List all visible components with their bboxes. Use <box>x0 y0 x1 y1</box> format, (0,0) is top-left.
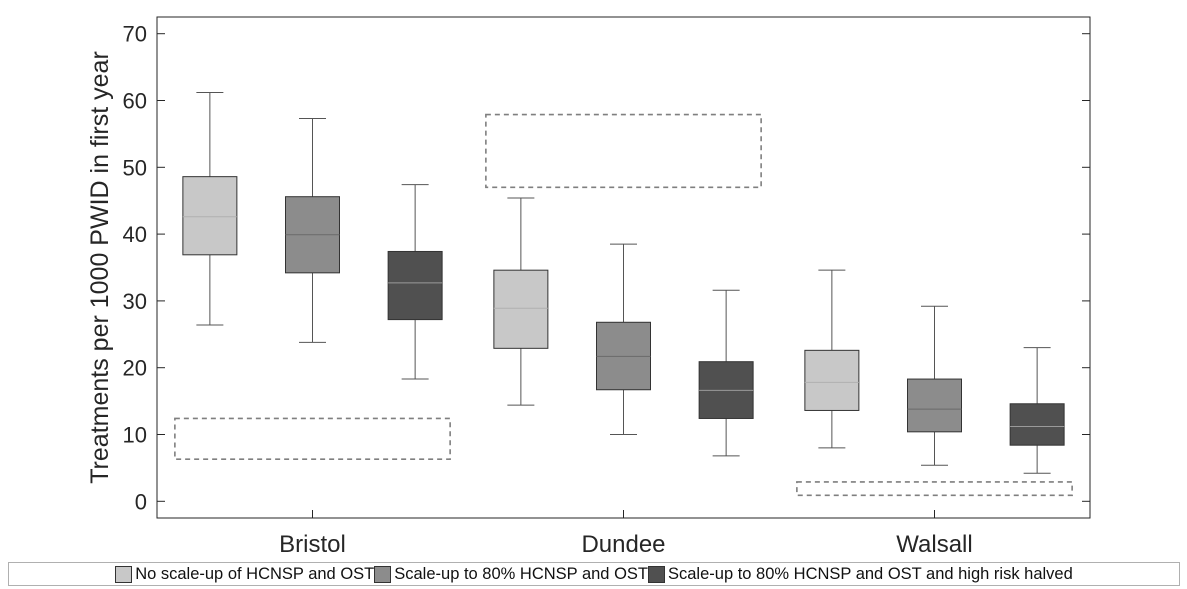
annotation-range-box <box>796 481 1073 497</box>
legend-label: Scale-up to 80% HCNSP and OST <box>394 564 648 583</box>
box-iqr <box>907 378 962 433</box>
legend: No scale-up of HCNSP and OST Scale-up to … <box>8 562 1180 586</box>
x-axis: Bristol Dundee Walsall <box>279 510 973 558</box>
y-tick-label: 0 <box>135 489 147 514</box>
box-1 <box>804 269 860 449</box>
y-tick-label: 60 <box>123 89 147 114</box>
box-3 <box>698 289 754 457</box>
y-tick-label: 40 <box>123 222 147 247</box>
annotation-range-box <box>174 417 451 461</box>
x-tick-label: Bristol <box>279 531 346 558</box>
legend-item: No scale-up of HCNSP and OST <box>115 565 374 584</box>
box-iqr <box>1009 403 1065 446</box>
box-1 <box>493 197 549 406</box>
box-series <box>182 91 1065 474</box>
x-tick-label: Dundee <box>581 531 665 558</box>
box-2 <box>907 305 962 466</box>
box-3 <box>1009 347 1065 474</box>
legend-swatch <box>648 565 665 583</box>
legend-swatch <box>374 565 392 583</box>
box-iqr <box>387 250 443 321</box>
legend-item: Scale-up to 80% HCNSP and OST and high r… <box>648 565 1073 584</box>
legend-item: Scale-up to 80% HCNSP and OST <box>374 565 648 584</box>
y-tick-label: 10 <box>123 423 147 448</box>
annotation-range-box <box>485 113 762 189</box>
legend-label: No scale-up of HCNSP and OST <box>135 564 375 583</box>
box-2 <box>285 118 340 343</box>
y-tick-label: 50 <box>123 155 147 180</box>
box-2 <box>596 243 651 435</box>
box-3 <box>387 184 443 380</box>
annotation-ranges <box>174 113 1073 497</box>
y-tick-label: 70 <box>123 22 147 47</box>
y-tick-label: 30 <box>123 289 147 314</box>
y-axis: 0 10 20 30 40 50 60 70 <box>123 22 1090 514</box>
legend-label: Scale-up to 80% HCNSP and OST and high r… <box>668 564 1073 583</box>
y-tick-label: 20 <box>123 356 147 381</box>
box-iqr <box>804 349 860 411</box>
box-1 <box>182 91 238 326</box>
legend-swatch <box>115 565 133 583</box>
box-plot-chart: 0 10 20 30 40 50 60 70 Bristol Dundee Walsall Tre… <box>86 16 1091 558</box>
x-tick-label: Walsall <box>896 531 972 558</box>
y-axis-label: Treatments per 1000 PWID in first year <box>86 51 114 484</box>
box-iqr <box>182 176 238 256</box>
box-iqr <box>493 269 549 349</box>
